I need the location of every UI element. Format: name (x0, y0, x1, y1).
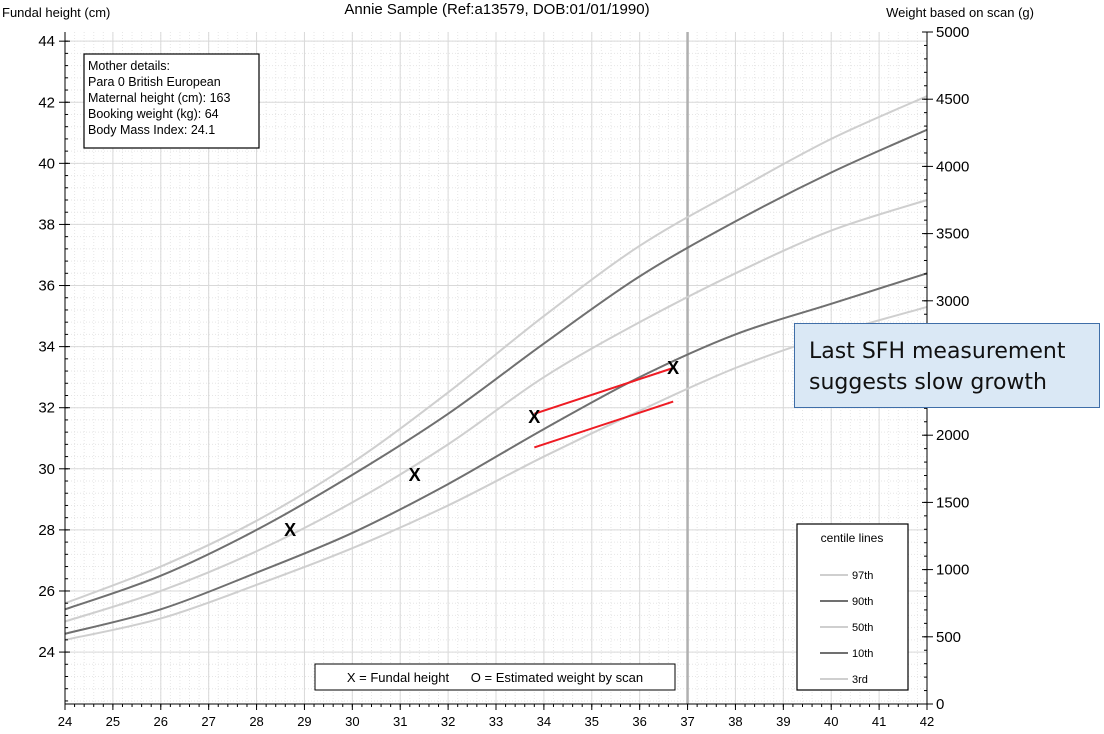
trend-line-2 (533, 400, 674, 449)
centile-line-50th (64, 199, 928, 623)
centile-line-10th (64, 272, 928, 635)
legend-label-10th: 10th (852, 648, 873, 660)
trend-line-1 (533, 367, 674, 415)
y-tick-label: 42 (38, 94, 55, 111)
mother-detail-line: Mother details: (88, 59, 170, 73)
legend-label-3rd: 3rd (852, 674, 868, 686)
centile-line-97th (64, 95, 928, 605)
y2-tick-label: 4000 (936, 158, 969, 175)
x-tick-label: 39 (776, 714, 790, 729)
y2-tick-label: 5000 (936, 24, 969, 41)
y-axis-label: Fundal height (cm) (2, 5, 110, 20)
mother-details-box: Mother details: Para 0 British European Ma… (83, 53, 260, 149)
centile-line-3rd (64, 305, 928, 641)
x-tick-label: 32 (441, 714, 455, 729)
annotation-line-2: suggests slow growth (809, 370, 1047, 395)
y2-axis-label: Weight based on scan (g) (886, 5, 1034, 20)
y2-tick-label: 3500 (936, 226, 969, 243)
x-tick-label: 42 (920, 714, 934, 729)
fundal-height-marker: X (284, 520, 296, 540)
x-tick-label: 37 (680, 714, 694, 729)
fundal-height-marker: X (667, 358, 679, 378)
mother-detail-line: Maternal height (cm): 163 (88, 91, 230, 105)
y-tick-label: 32 (38, 400, 55, 417)
chart-title: Annie Sample (Ref:a13579, DOB:01/01/1990… (344, 1, 649, 18)
y-tick-label: 26 (38, 583, 55, 600)
x-tick-label: 25 (106, 714, 120, 729)
x-tick-label: 28 (249, 714, 263, 729)
fundal-height-marker: X (528, 407, 540, 427)
mother-detail-line: Para 0 British European (88, 75, 221, 89)
x-tick-label: 27 (201, 714, 215, 729)
x-tick-label: 33 (489, 714, 503, 729)
y-tick-label: 36 (38, 278, 55, 295)
x-tick-label: 36 (632, 714, 646, 729)
y2-tick-label: 1500 (936, 494, 969, 511)
marker-key-box: X = Fundal height O = Estimated weight b… (314, 663, 676, 691)
fundal-height-marker: X (409, 465, 421, 485)
y-tick-label: 30 (38, 461, 55, 478)
x-tick-label: 26 (154, 714, 168, 729)
svg-text:Mother details:Para 0 British: Mother details: Para 0 British European Ma… (88, 59, 230, 137)
y2-tick-label: 3000 (936, 293, 969, 310)
x-tick-label: 38 (728, 714, 742, 729)
y-tick-label: 34 (38, 339, 55, 356)
x-tick-label: 30 (345, 714, 359, 729)
x-tick-label: 34 (537, 714, 551, 729)
legend-title: centile lines (821, 531, 884, 545)
y-tick-label: 38 (38, 216, 55, 233)
y2-tick-label: 4500 (936, 91, 969, 108)
centile-line-90th (64, 128, 928, 611)
y-tick-label: 24 (38, 644, 55, 661)
y2-tick-label: 2000 (936, 427, 969, 444)
annotation-line-1: Last SFH measurement (809, 339, 1066, 364)
legend-label-90th: 90th (852, 596, 873, 608)
marker-key-text: X = Fundal height O = Estimated weight b… (347, 670, 643, 685)
mother-detail-line: Booking weight (kg): 64 (88, 107, 219, 121)
x-tick-label: 31 (393, 714, 407, 729)
legend-label-97th: 97th (852, 570, 873, 582)
y2-tick-label: 1000 (936, 562, 969, 579)
centile-legend: centile lines 97th 90th 50th 10th 3rd (796, 523, 909, 691)
x-tick-label: 29 (297, 714, 311, 729)
x-tick-label: 24 (58, 714, 72, 729)
legend-label-50th: 50th (852, 622, 873, 634)
y2-tick-label: 0 (936, 696, 944, 713)
mother-detail-line: Body Mass Index: 24.1 (88, 123, 215, 137)
slow-growth-annotation: Last SFH measurement suggests slow growt… (794, 323, 1100, 408)
y-tick-label: 28 (38, 522, 55, 539)
y-tick-label: 40 (38, 155, 55, 172)
x-tick-label: 41 (872, 714, 886, 729)
y2-tick-label: 500 (936, 629, 961, 646)
x-tick-label: 40 (824, 714, 838, 729)
x-tick-label: 35 (585, 714, 599, 729)
y-tick-label: 44 (38, 33, 55, 50)
